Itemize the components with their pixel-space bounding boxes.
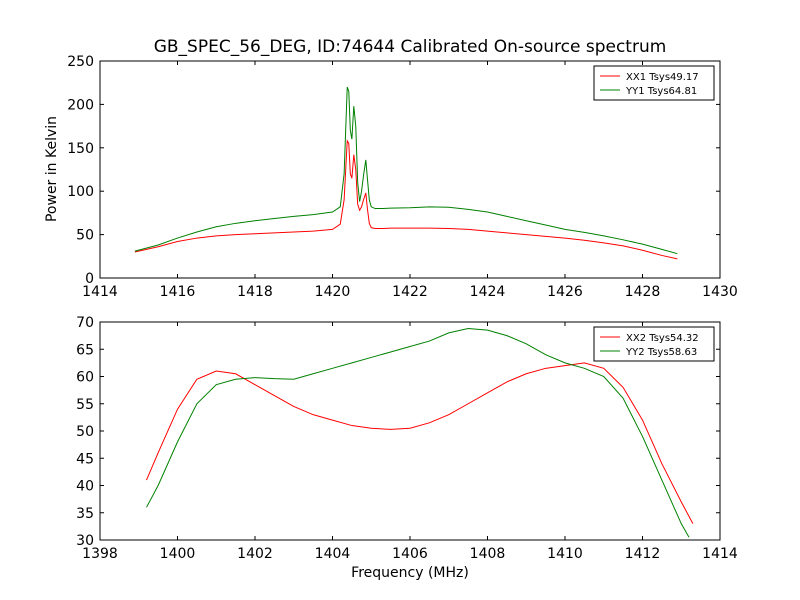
top-y-tick-label: 100 <box>67 184 94 200</box>
bottom-y-tick-label: 60 <box>76 370 94 386</box>
top-legend: XX1 Tsys49.17 YY1 Tsys64.81 <box>593 65 715 101</box>
top-panel: 1414 1416 1418 1420 1422 1424 1426 1428 1430 0 50 1… <box>67 54 738 300</box>
bottom-legend-box <box>593 326 715 362</box>
bottom-y-tick-label: 45 <box>76 451 94 467</box>
bottom-series-1-line <box>146 362 694 524</box>
top-y-tick-label: 200 <box>67 97 94 113</box>
bottom-legend: XX2 Tsys54.32 YY2 Tsys58.63 <box>593 326 715 362</box>
bottom-x-axis-label: Frequency (MHz) <box>351 565 469 581</box>
top-x-tick-label: 1414 <box>82 284 118 300</box>
top-series-1-line <box>134 139 678 260</box>
bottom-x-tick-label: 1400 <box>160 546 196 562</box>
bottom-legend-label-2: YY2 Tsys58.63 <box>625 347 697 358</box>
top-x-tick-label: 1428 <box>625 284 661 300</box>
top-x-tick-label: 1430 <box>702 284 738 300</box>
bottom-y-tick-label: 65 <box>76 342 94 358</box>
top-series-2-line <box>134 86 678 255</box>
bottom-legend-label-1: XX2 Tsys54.32 <box>626 333 699 344</box>
bottom-x-tick-label: 1410 <box>547 546 583 562</box>
bottom-x-tick-label: 1408 <box>470 546 506 562</box>
bottom-panel: 1398 1400 1402 1404 1406 1408 1410 1412 1414 30 35… <box>76 315 738 562</box>
top-x-tick-label: 1424 <box>470 284 506 300</box>
bottom-x-tick-label: 1404 <box>315 546 351 562</box>
bottom-x-tick-label: 1402 <box>237 546 273 562</box>
bottom-y-tick-label: 40 <box>76 479 94 495</box>
top-y-tick-label: 150 <box>67 141 94 157</box>
top-y-tick-label: 50 <box>76 228 94 244</box>
bottom-y-tick-label: 50 <box>76 424 94 440</box>
bottom-x-tick-label: 1412 <box>625 546 661 562</box>
top-x-tick-label: 1422 <box>392 284 428 300</box>
bottom-x-tick-label: 1398 <box>82 546 118 562</box>
top-y-axis-label: Power in Kelvin <box>44 116 60 222</box>
bottom-series-2-line <box>146 328 690 538</box>
top-x-tick-label: 1420 <box>315 284 351 300</box>
bottom-y-tick-label: 70 <box>76 315 94 331</box>
bottom-x-tick-label: 1406 <box>392 546 428 562</box>
top-legend-label-1: XX1 Tsys49.17 <box>626 72 699 83</box>
bottom-y-tick-label: 35 <box>76 506 94 522</box>
bottom-y-tick-label: 30 <box>76 533 94 549</box>
top-y-tick-label: 0 <box>85 271 94 287</box>
top-legend-label-2: YY1 Tsys64.81 <box>625 86 697 97</box>
top-x-tick-label: 1426 <box>547 284 583 300</box>
top-x-tick-label: 1418 <box>237 284 273 300</box>
bottom-y-tick-label: 55 <box>76 397 94 413</box>
chart-title: GB_SPEC_56_DEG, ID:74644 Calibrated On-s… <box>154 37 667 57</box>
bottom-x-tick-label: 1414 <box>702 546 738 562</box>
top-y-tick-label: 250 <box>67 54 94 70</box>
top-x-tick-label: 1416 <box>160 284 196 300</box>
top-legend-box <box>593 65 715 101</box>
